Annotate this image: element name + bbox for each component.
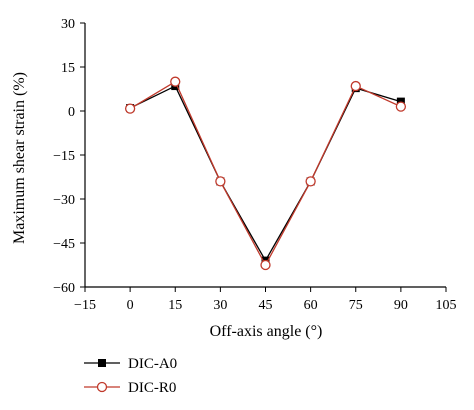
y-tick-label: 0 [68, 105, 75, 120]
x-tick-label: −15 [74, 298, 96, 313]
data-point [395, 101, 407, 112]
y-axis-label: Maximum shear strain (%) [11, 72, 28, 244]
x-tick-label: 45 [259, 298, 273, 313]
x-tick-label: 105 [436, 298, 457, 313]
x-tick-label: 75 [349, 298, 363, 313]
data-point [215, 176, 226, 187]
legend-label: DIC-R0 [128, 380, 176, 396]
y-tick-label: 30 [61, 17, 75, 32]
x-tick-label: 30 [213, 298, 227, 313]
x-tick-label: 15 [168, 298, 182, 313]
series-line [129, 80, 402, 267]
x-tick-label: 60 [304, 298, 318, 313]
series-line [129, 85, 402, 262]
data-point [170, 76, 181, 87]
data-point [124, 103, 136, 114]
axes [84, 23, 446, 288]
data-point [305, 176, 316, 187]
y-tick-label: −45 [53, 237, 75, 252]
legend-item: DIC-A0 [84, 356, 177, 372]
x-axis-ticks: −15 0 15 30 45 60 75 90 105 [74, 287, 457, 313]
legend-label: DIC-A0 [128, 356, 177, 372]
data-series [124, 76, 407, 271]
legend-marker [98, 359, 106, 367]
x-tick-label: 0 [127, 298, 134, 313]
x-tick-label: 90 [394, 298, 408, 313]
x-axis-label: Off-axis angle (°) [210, 323, 323, 340]
series-dic-r0 [124, 76, 407, 271]
y-tick-label: −15 [53, 149, 75, 164]
y-axis-ticks: 30 15 0 −15 −30 −45 −60 [53, 17, 85, 296]
y-tick-label: −30 [53, 193, 75, 208]
legend: DIC-A0 DIC-R0 [84, 356, 177, 396]
y-tick-label: 15 [61, 61, 75, 76]
legend-marker [96, 381, 108, 393]
series-dic-a0 [126, 82, 405, 265]
y-tick-label: −60 [53, 281, 75, 296]
data-point [260, 259, 271, 271]
data-point [350, 80, 361, 92]
legend-item: DIC-R0 [84, 380, 176, 396]
